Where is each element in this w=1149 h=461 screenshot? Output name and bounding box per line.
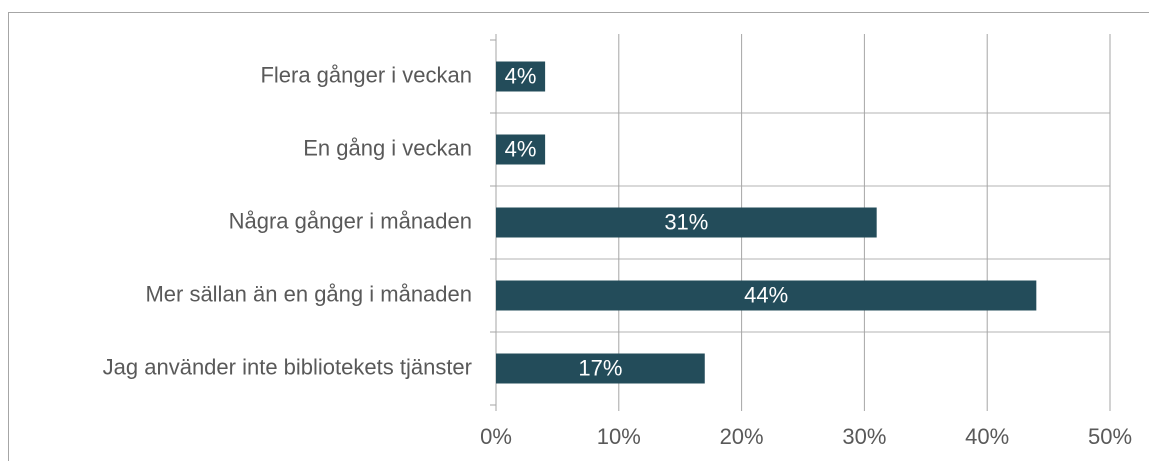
bar xyxy=(496,207,877,238)
x-tick-label: 50% xyxy=(1088,424,1132,449)
y-tick-label: Flera gånger i veckan xyxy=(260,62,472,87)
data-label: 4% xyxy=(505,63,537,88)
y-tick-label: Jag använder inte bibliotekets tjänster xyxy=(103,354,472,379)
y-tick-label: Några gånger i månaden xyxy=(229,208,472,233)
data-label: 31% xyxy=(664,209,708,234)
y-tick-label: En gång i veckan xyxy=(303,135,472,160)
bar xyxy=(496,61,546,92)
bar xyxy=(496,280,1037,311)
x-tick-label: 40% xyxy=(965,424,1009,449)
y-tick-label: Mer sällan än en gång i månaden xyxy=(145,281,472,306)
x-tick-label: 10% xyxy=(597,424,641,449)
frame xyxy=(8,12,1149,461)
data-label: 4% xyxy=(505,136,537,161)
data-label: 44% xyxy=(744,282,788,307)
x-tick-label: 30% xyxy=(842,424,886,449)
bar xyxy=(496,134,546,165)
data-label: 17% xyxy=(578,355,622,380)
x-tick-label: 20% xyxy=(720,424,764,449)
bar xyxy=(496,353,705,384)
x-tick-label: 0% xyxy=(480,424,512,449)
